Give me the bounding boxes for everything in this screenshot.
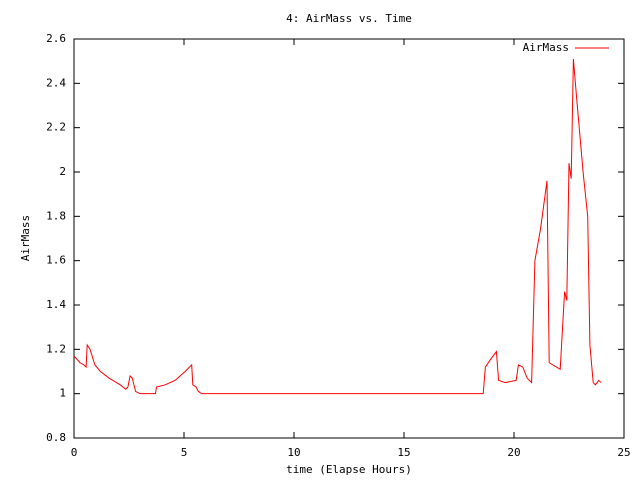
y-tick-label: 2 <box>59 165 66 178</box>
y-tick-label: 2.2 <box>46 121 66 134</box>
legend-label: AirMass <box>523 41 569 54</box>
x-axis-label: time (Elapse Hours) <box>286 463 412 476</box>
y-tick-label: 2.6 <box>46 32 66 45</box>
x-tick-label: 10 <box>287 446 300 459</box>
y-tick-label: 2.4 <box>46 76 66 89</box>
y-tick-label: 1.6 <box>46 254 66 267</box>
y-tick-label: 1.2 <box>46 342 66 355</box>
y-axis-label: AirMass <box>19 215 32 261</box>
y-tick-label: 1.8 <box>46 209 66 222</box>
chart-title: 4: AirMass vs. Time <box>286 12 412 25</box>
x-tick-label: 0 <box>71 446 78 459</box>
plot-border <box>73 38 625 439</box>
data-line <box>73 58 602 395</box>
y-tick-label: 1 <box>59 387 66 400</box>
x-tick-label: 20 <box>507 446 520 459</box>
x-tick-label: 25 <box>617 446 630 459</box>
y-tick-label: 1.4 <box>46 298 66 311</box>
x-tick-label: 5 <box>181 446 188 459</box>
y-tick-label: 0.8 <box>46 431 66 444</box>
x-tick-label: 15 <box>397 446 410 459</box>
